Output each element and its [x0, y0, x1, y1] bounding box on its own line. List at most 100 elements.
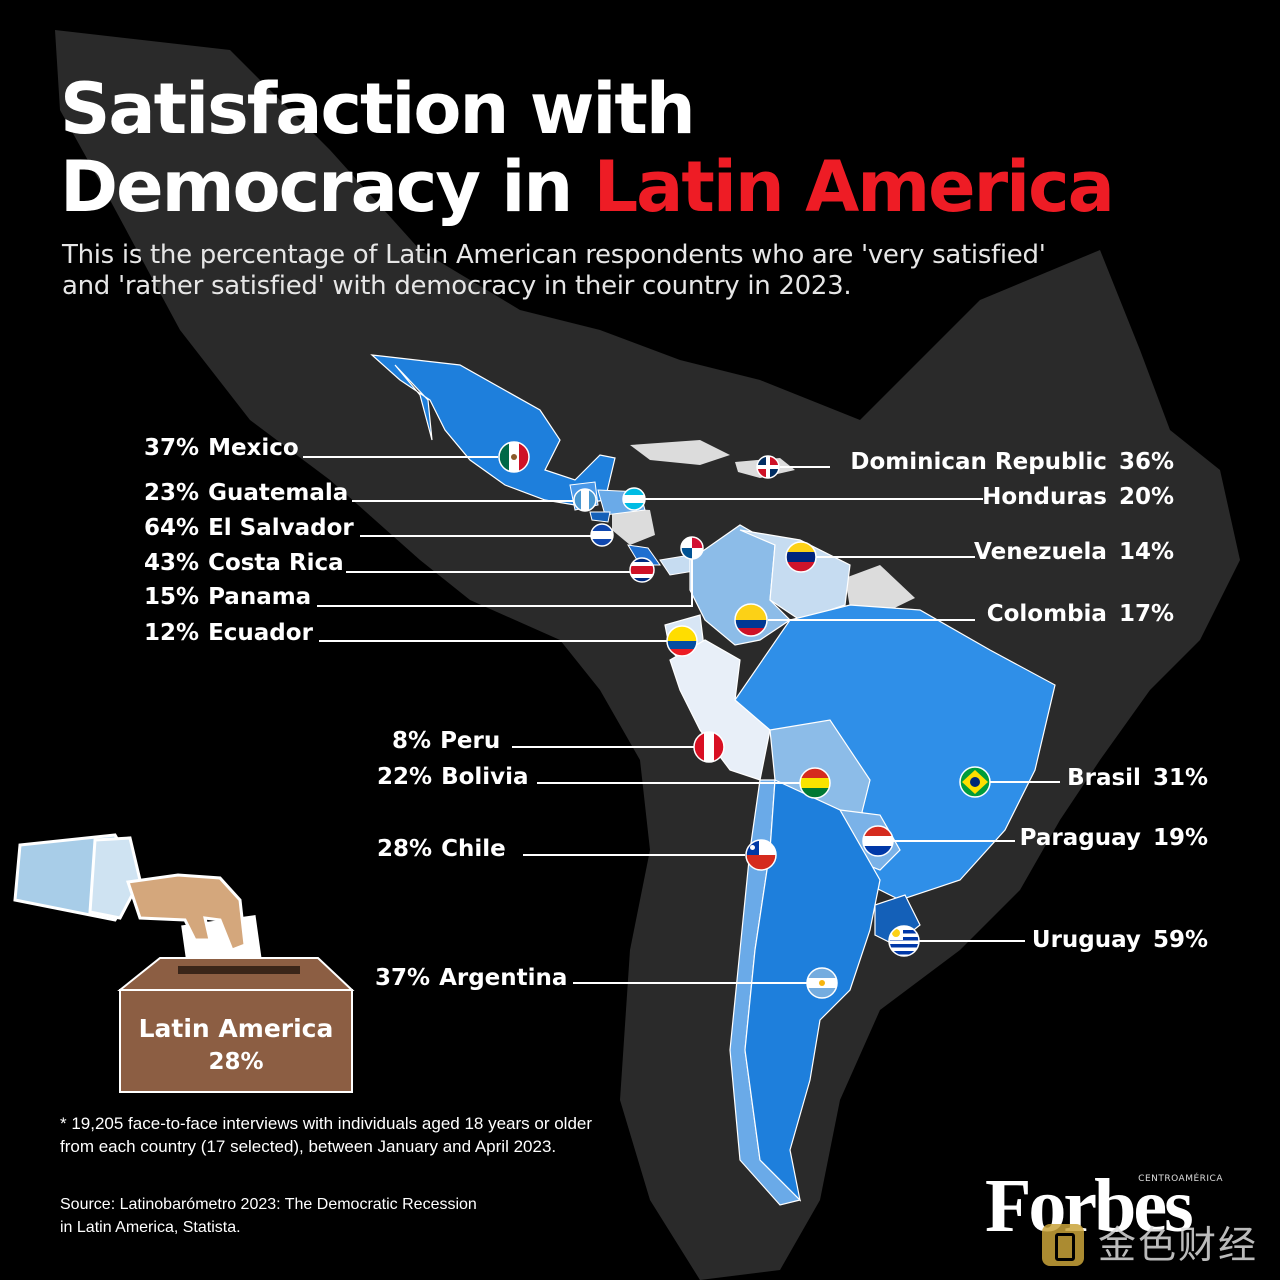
- label-uruguay-pct: 59%: [1152, 927, 1208, 953]
- label-costa-rica-pct: 43%: [144, 550, 200, 576]
- flag-guatemala-icon: [573, 488, 597, 512]
- label-colombia-pct: 17%: [1118, 601, 1174, 627]
- label-costa-rica-name: Costa Rica: [208, 550, 344, 576]
- label-ecuador-name: Ecuador: [208, 620, 313, 646]
- forbes-edition: CENTROAMÉRICA: [1138, 1174, 1223, 1184]
- subtitle-line-2: and 'rather satisfied' with democracy in…: [62, 271, 852, 301]
- label-argentina: 37% Argentina: [375, 964, 567, 992]
- forbes-wordmark: Forbes: [985, 1164, 1194, 1248]
- label-dominican-republic-name: Dominican Republic: [850, 449, 1107, 475]
- label-ecuador: 12% Ecuador: [144, 619, 313, 647]
- footnote-line-2: from each country (17 selected), between…: [60, 1137, 557, 1156]
- label-brasil-name: Brasil: [1067, 765, 1141, 791]
- leader-line-panama: [317, 556, 693, 607]
- label-peru: 8% Peru: [392, 727, 500, 755]
- flag-ecuador-icon: [666, 625, 698, 657]
- ballot-box-body: [119, 989, 353, 1093]
- label-brasil-pct: 31%: [1152, 765, 1208, 791]
- title-line-2-accent: Latin America: [593, 146, 1115, 228]
- source-line-2: in Latin America, Statista.: [60, 1219, 241, 1236]
- label-ecuador-pct: 12%: [144, 620, 200, 646]
- flag-paraguay-icon: [862, 825, 894, 857]
- label-paraguay-name: Paraguay: [1019, 825, 1141, 851]
- label-honduras-pct: 20%: [1118, 484, 1174, 510]
- cuff-icon: [88, 836, 142, 920]
- page-title: Satisfaction with Democracy in Latin Ame…: [60, 68, 1115, 228]
- label-uruguay: Uruguay 59%: [1032, 926, 1208, 954]
- el-salvador-shape: [589, 511, 611, 523]
- forbes-logo: CENTROAMÉRICA Forbes: [985, 1160, 1240, 1250]
- label-mexico-name: Mexico: [208, 435, 299, 461]
- label-peru-name: Peru: [440, 728, 501, 754]
- label-peru-pct: 8%: [392, 728, 432, 754]
- watermark: 金色财经: [1042, 1220, 1272, 1270]
- label-panama: 15% Panama: [144, 583, 311, 611]
- flag-colombia-icon: [734, 603, 768, 637]
- footnote: * 19,205 face-to-face interviews with in…: [60, 1112, 680, 1158]
- hand-icon: [126, 873, 247, 952]
- label-el-salvador: 64% El Salvador: [144, 514, 354, 542]
- flag-argentina-icon: [806, 967, 838, 999]
- label-el-salvador-pct: 64%: [144, 515, 200, 541]
- flag-panama-icon: [680, 536, 704, 560]
- label-honduras-name: Honduras: [982, 484, 1107, 510]
- title-line-2-prefix: Democracy in: [60, 146, 594, 228]
- label-venezuela: Venezuela 14%: [974, 538, 1174, 566]
- peru-shape: [669, 639, 771, 781]
- subtitle-line-1: This is the percentage of Latin American…: [62, 240, 1046, 270]
- label-honduras: Honduras 20%: [982, 483, 1174, 511]
- flag-costa-rica-icon: [629, 557, 655, 583]
- flag-uruguay-icon: [888, 925, 920, 957]
- label-chile-pct: 28%: [377, 836, 433, 862]
- label-guatemala-pct: 23%: [144, 480, 200, 506]
- label-argentina-pct: 37%: [375, 965, 431, 991]
- caribbean-islands: [630, 440, 795, 478]
- flag-venezuela-icon: [785, 541, 817, 573]
- label-brasil: Brasil 31%: [1067, 764, 1208, 792]
- flag-dominican-republic-icon: [756, 455, 780, 479]
- label-colombia-name: Colombia: [986, 601, 1107, 627]
- label-argentina-name: Argentina: [439, 965, 568, 991]
- footnote-line-1: * 19,205 face-to-face interviews with in…: [60, 1114, 593, 1133]
- label-bolivia-name: Bolivia: [441, 764, 529, 790]
- flag-honduras-icon: [622, 487, 646, 511]
- nicaragua-region: [612, 508, 655, 545]
- label-paraguay: Paraguay 19%: [1020, 824, 1208, 852]
- ballot-box-label: Latin America 28%: [120, 1012, 352, 1078]
- title-line-1: Satisfaction with: [60, 68, 696, 150]
- label-guatemala: 23% Guatemala: [144, 479, 348, 507]
- flag-chile-icon: [745, 839, 777, 871]
- flag-el-salvador-icon: [590, 523, 614, 547]
- leader-lines: [303, 456, 1060, 984]
- label-bolivia-pct: 22%: [377, 764, 433, 790]
- background-landmass: [55, 30, 1240, 1280]
- ballot-box-region: Latin America: [138, 1014, 334, 1043]
- flag-brasil-icon: [959, 766, 991, 798]
- label-panama-pct: 15%: [144, 584, 200, 610]
- label-panama-name: Panama: [208, 584, 312, 610]
- label-venezuela-name: Venezuela: [974, 539, 1107, 565]
- label-dominican-republic: Dominican Republic 36%: [850, 448, 1174, 476]
- ballot-box-illustration: [13, 833, 355, 1093]
- ballot-slot: [178, 966, 300, 974]
- costa-rica-shape: [627, 544, 661, 566]
- label-guatemala-name: Guatemala: [208, 480, 349, 506]
- source-line-1: Source: Latinobarómetro 2023: The Democr…: [60, 1196, 477, 1213]
- flag-peru-icon: [693, 731, 725, 763]
- label-paraguay-pct: 19%: [1152, 825, 1208, 851]
- label-mexico-pct: 37%: [144, 435, 200, 461]
- label-mexico: 37% Mexico: [144, 434, 299, 462]
- flag-bolivia-icon: [799, 767, 831, 799]
- label-chile: 28% Chile: [377, 835, 506, 863]
- label-costa-rica: 43% Costa Rica: [144, 549, 344, 577]
- guianas-region: [845, 565, 915, 615]
- label-dominican-republic-pct: 36%: [1118, 449, 1174, 475]
- label-colombia: Colombia 17%: [987, 600, 1174, 628]
- label-el-salvador-name: El Salvador: [208, 515, 354, 541]
- source-note: Source: Latinobarómetro 2023: The Democr…: [60, 1193, 580, 1239]
- label-bolivia: 22% Bolivia: [377, 763, 529, 791]
- subtitle: This is the percentage of Latin American…: [62, 240, 1112, 302]
- flag-mexico-icon: [498, 441, 530, 473]
- watermark-logo-icon: [1042, 1224, 1084, 1266]
